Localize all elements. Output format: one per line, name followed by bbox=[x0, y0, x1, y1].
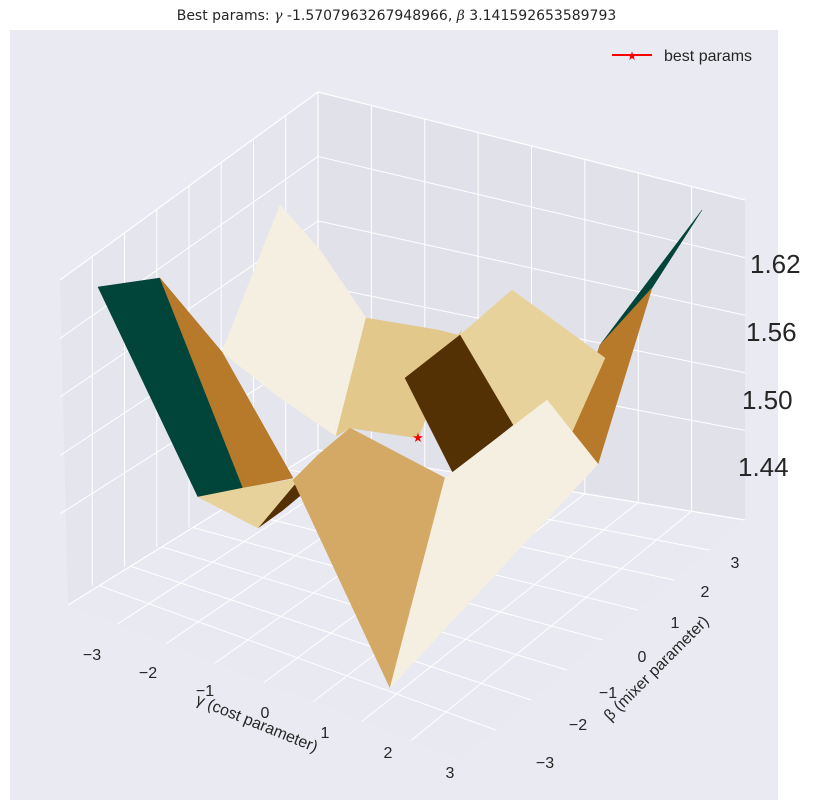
grid-line bbox=[410, 510, 692, 742]
z-tick-label: 1.62 bbox=[750, 249, 801, 279]
legend-label: best params bbox=[664, 48, 752, 65]
y-tick-label: −1 bbox=[599, 685, 617, 702]
surface-facet bbox=[494, 531, 531, 571]
legend: ★ best params bbox=[612, 48, 752, 65]
x-tick-label: 2 bbox=[384, 745, 393, 762]
z-tick-label: 1.56 bbox=[746, 317, 797, 347]
surface-facet bbox=[404, 334, 514, 474]
y-tick-label: −3 bbox=[536, 755, 554, 772]
x-tick-label: −1 bbox=[196, 683, 214, 700]
ticks: −3 −2 −1 0 1 2 3 −3 −2 −1 0 1 2 3 1.44 1.50 1.56 1.62 bbox=[83, 249, 801, 782]
grid-line bbox=[361, 502, 639, 722]
z-tick-label: 1.44 bbox=[738, 452, 789, 482]
y-tick-label: 0 bbox=[638, 649, 647, 666]
y-tick-label: −2 bbox=[569, 717, 587, 734]
y-tick-label: 3 bbox=[731, 555, 740, 572]
x-tick-label: 0 bbox=[261, 705, 270, 722]
grid-line bbox=[317, 155, 746, 259]
surface-facet bbox=[159, 277, 294, 489]
surface-facet bbox=[389, 399, 599, 689]
x-tick-label: −3 bbox=[83, 647, 101, 664]
y-tick-label: 1 bbox=[671, 615, 680, 632]
grid-line bbox=[317, 220, 746, 316]
chart-title: Best params: γ -1.5707963267948966, β 3.… bbox=[176, 8, 617, 24]
x-tick-label: 1 bbox=[321, 725, 330, 742]
x-tick-label: 3 bbox=[446, 765, 455, 782]
surface bbox=[97, 204, 703, 689]
z-tick-label: 1.50 bbox=[742, 385, 793, 415]
y-tick-label: 2 bbox=[701, 584, 710, 601]
grid-line bbox=[59, 156, 319, 339]
legend-star-icon: ★ bbox=[627, 49, 638, 63]
x-tick-label: −2 bbox=[139, 665, 157, 682]
best-params-marker: ★ bbox=[412, 431, 424, 446]
